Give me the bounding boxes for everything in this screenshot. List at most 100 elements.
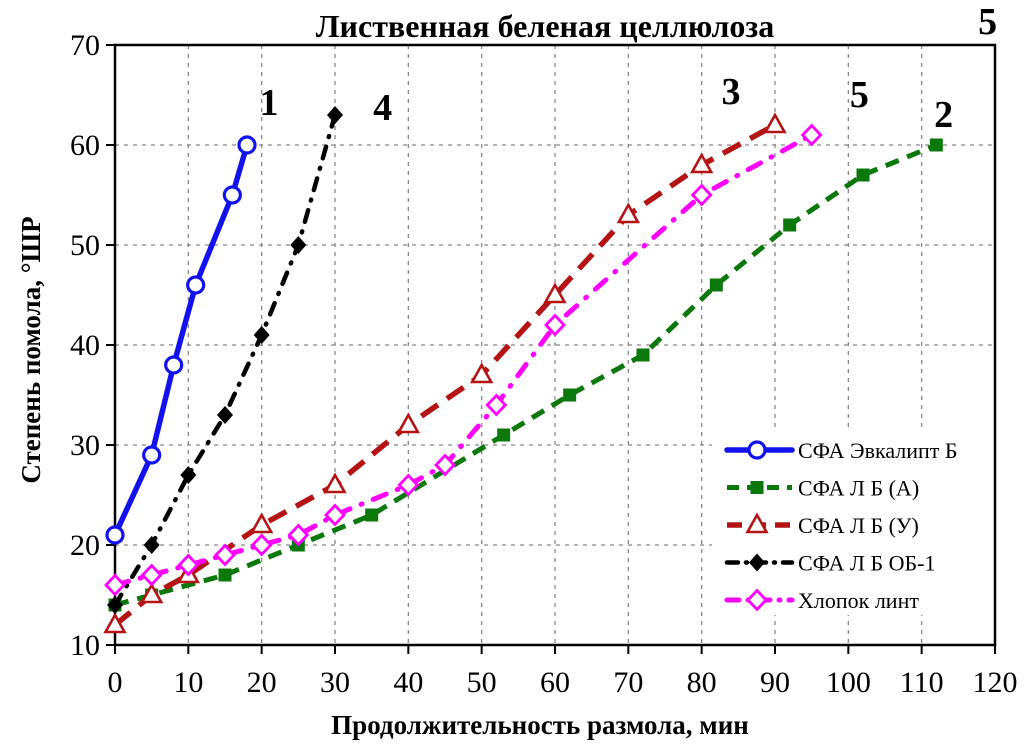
x-axis-title: Продолжительность размола, мин xyxy=(331,710,749,740)
curve-label-5-b: 5 xyxy=(978,1,997,43)
legend-label: СФА Эвкалипт Б xyxy=(798,438,958,463)
series-1-marker xyxy=(164,355,184,375)
series-4-marker xyxy=(327,106,343,124)
series-2-line xyxy=(114,142,938,608)
series-3-line xyxy=(113,122,777,628)
curve-label-5: 5 xyxy=(850,74,869,116)
plot-border xyxy=(113,43,997,647)
series-4-marker xyxy=(253,326,270,344)
x-tick-label-10: 10 xyxy=(173,666,203,699)
legend-label: СФА Л Б (А) xyxy=(798,476,919,501)
series-5-group xyxy=(104,123,823,597)
x-tick-label-120: 120 xyxy=(973,666,1018,699)
series-4-marker xyxy=(107,596,123,614)
legend: СФА Эвкалипт Б СФА Л Б (А) СФА Л Б (У) СФА … xyxy=(712,431,993,615)
series-1-marker xyxy=(237,135,257,155)
legend-label: СФА Л Б (У) xyxy=(798,513,919,538)
series-1-line xyxy=(112,142,250,538)
x-tick-label-30: 30 xyxy=(320,666,350,699)
series-4-marker xyxy=(180,466,197,484)
series-4-marker xyxy=(143,536,160,554)
x-tick-label-100: 100 xyxy=(826,666,871,699)
series-2-marker xyxy=(497,428,511,442)
series-2-marker xyxy=(563,388,577,402)
series-3-marker xyxy=(469,362,494,384)
series-5-line xyxy=(112,132,815,588)
series-3-marker xyxy=(616,202,641,224)
series-2-marker xyxy=(709,278,723,292)
y-tick-label-70: 70 xyxy=(70,29,100,62)
data-series xyxy=(103,106,943,634)
curve-label-1: 1 xyxy=(260,82,279,124)
series-5-marker xyxy=(250,533,273,557)
chart-title: Лиственная беленая целлюлоза xyxy=(316,8,775,44)
series-3-marker xyxy=(103,612,127,634)
legend-label: СФА Л Б ОБ-1 xyxy=(798,551,935,576)
series-2-marker xyxy=(636,348,650,362)
x-tick-label-80: 80 xyxy=(687,666,717,699)
y-tick-label-20: 20 xyxy=(70,529,100,562)
series-4-marker xyxy=(217,406,233,424)
x-tick-label-110: 110 xyxy=(900,666,944,699)
legend-entry-4: СФА Л Б ОБ-1 xyxy=(724,551,935,576)
series-4-marker xyxy=(290,236,307,254)
series-3-marker xyxy=(689,152,714,174)
series-2-marker xyxy=(783,218,797,232)
legend-marker xyxy=(745,512,769,534)
legend-marker xyxy=(750,481,764,494)
series-3-group xyxy=(103,112,787,634)
series-5-marker xyxy=(690,183,713,207)
series-1-marker xyxy=(186,275,206,295)
series-5-marker xyxy=(177,553,200,577)
y-tick-label-30: 30 xyxy=(70,429,100,462)
series-5-marker xyxy=(800,123,823,147)
series-5-marker xyxy=(104,573,126,597)
series-5-marker xyxy=(434,453,456,477)
legend-marker xyxy=(749,553,765,572)
x-tick-label-0: 0 xyxy=(108,666,123,699)
series-5-marker xyxy=(140,563,163,587)
y-tick-label-10: 10 xyxy=(70,629,100,662)
series-5-marker xyxy=(544,313,566,337)
series-3-marker xyxy=(396,412,421,434)
legend-entry-1: СФА Эвкалипт Б xyxy=(724,438,958,463)
series-3-marker xyxy=(323,472,347,494)
legend-entry-2: СФА Л Б (А) xyxy=(727,476,919,501)
axis-ticks xyxy=(106,44,996,654)
series-2-marker xyxy=(365,508,379,522)
y-tick-label-50: 50 xyxy=(70,229,100,262)
legend-label: Хлопок линт xyxy=(798,588,919,613)
series-5-marker xyxy=(214,543,236,567)
series-2-marker xyxy=(856,168,870,182)
curve-number-labels: 1 2 3 4 5 5 xyxy=(260,1,998,136)
legend-marker xyxy=(747,440,767,460)
gridlines xyxy=(115,45,995,645)
series-1-group xyxy=(105,135,257,545)
series-2-marker xyxy=(218,568,232,582)
y-axis-title: Степень помола, °ШР xyxy=(16,216,46,483)
series-5-marker xyxy=(287,523,310,547)
legend-entry-5: Хлопок линт xyxy=(724,588,919,613)
y-tick-label-60: 60 xyxy=(70,129,100,162)
curve-label-4: 4 xyxy=(373,87,392,129)
series-3-marker xyxy=(763,112,787,134)
series-1-marker xyxy=(142,445,162,465)
x-tick-label-60: 60 xyxy=(540,666,570,699)
y-tick-label-40: 40 xyxy=(70,329,100,362)
series-3-marker xyxy=(543,282,567,304)
curve-label-2: 2 xyxy=(934,94,953,136)
series-5-marker xyxy=(397,473,420,497)
legend-marker xyxy=(746,588,768,612)
series-2-marker xyxy=(929,138,943,152)
x-tick-label-40: 40 xyxy=(393,666,423,699)
series-3-marker xyxy=(249,512,274,534)
tick-labels: 0 10 20 30 40 50 60 70 80 90 100 110 120102030405060… xyxy=(70,29,1018,699)
x-tick-label-70: 70 xyxy=(613,666,643,699)
x-tick-label-50: 50 xyxy=(467,666,497,699)
series-5-marker xyxy=(485,393,508,417)
series-1-marker xyxy=(222,185,242,205)
series-3-marker xyxy=(139,582,164,604)
series-5-marker xyxy=(324,503,346,527)
